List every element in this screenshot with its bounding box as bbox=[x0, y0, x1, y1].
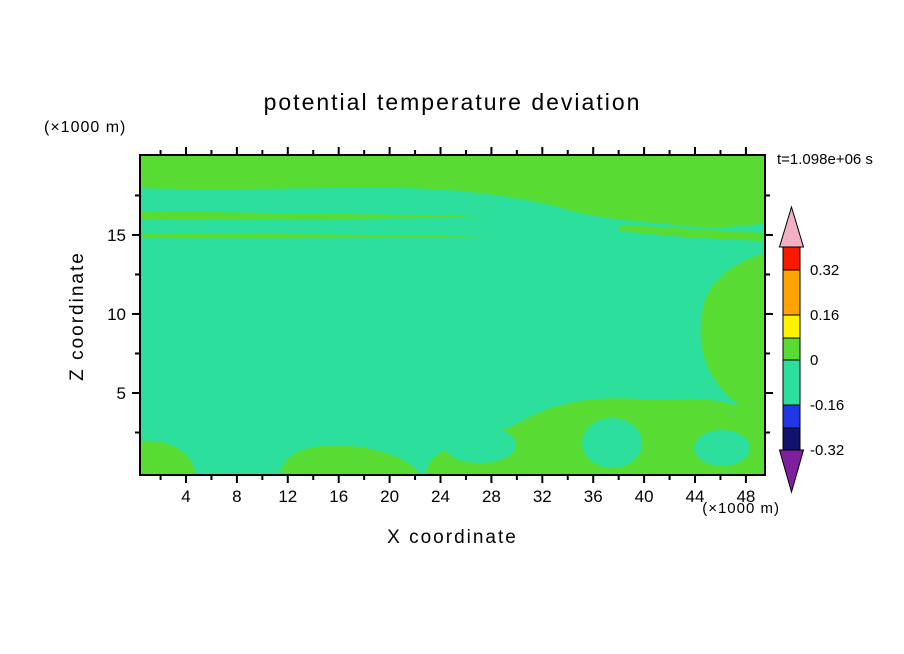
region-right-edge-region bbox=[700, 253, 765, 417]
colorbar-segment-navy bbox=[782, 427, 801, 451]
axis-ticks bbox=[132, 147, 773, 483]
x-axis-unit-label: (×1000 m) bbox=[702, 500, 780, 517]
region-pocket-1 bbox=[444, 427, 516, 463]
colorbar-segment-orange bbox=[782, 269, 801, 316]
x-tick-label: 28 bbox=[482, 487, 501, 506]
z-tick-label: 10 bbox=[107, 305, 126, 324]
x-tick-label: 20 bbox=[380, 487, 399, 506]
colorbar-tick-label: -0.16 bbox=[810, 397, 844, 414]
colorbar-tick-label: 0 bbox=[810, 352, 818, 369]
region-stripe-upper-left bbox=[140, 211, 485, 220]
colorbar-segment-spring_green bbox=[782, 359, 801, 406]
x-tick-label: 48 bbox=[736, 487, 755, 506]
colorbar-tick-label: 0.32 bbox=[810, 262, 839, 279]
region-stripe-right bbox=[620, 225, 765, 241]
region-bottom-center-mound bbox=[280, 445, 420, 475]
x-tick-label: 4 bbox=[181, 487, 190, 506]
x-tick-label: 44 bbox=[686, 487, 705, 506]
colorbar-segment-red bbox=[782, 246, 801, 271]
z-axis-title: Z coordinate bbox=[67, 251, 88, 381]
x-tick-label: 12 bbox=[278, 487, 297, 506]
region-top-band bbox=[140, 155, 765, 228]
x-tick-label: 40 bbox=[635, 487, 654, 506]
colorbar-overflow-arrow-icon bbox=[778, 205, 805, 248]
colorbar-segment-light_green bbox=[782, 337, 801, 361]
x-tick-label: 8 bbox=[232, 487, 241, 506]
colorbar-segment-yellow bbox=[782, 314, 801, 339]
x-axis-title: X coordinate bbox=[387, 527, 518, 548]
x-tick-label: 32 bbox=[533, 487, 552, 506]
x-tick-label: 36 bbox=[584, 487, 603, 506]
x-tick-label: 24 bbox=[431, 487, 450, 506]
time-annotation: t=1.098e+06 s bbox=[777, 151, 873, 168]
colorbar: 0.32 0.16 0 -0.16 -0.32 bbox=[778, 205, 844, 494]
colorbar-segment-blue bbox=[782, 404, 801, 429]
z-tick-label: 15 bbox=[107, 226, 126, 245]
contour-field bbox=[140, 155, 765, 475]
chart-title: potential temperature deviation bbox=[263, 89, 642, 115]
z-tick-label: 5 bbox=[117, 384, 126, 403]
plot-border bbox=[139, 154, 766, 476]
region-bottom-left-blob bbox=[140, 440, 196, 475]
region-stripe-lower-left bbox=[140, 233, 495, 239]
region-pocket-3 bbox=[694, 430, 750, 466]
colorbar-tick-label: 0.16 bbox=[810, 307, 839, 324]
z-axis-unit-label: (×1000 m) bbox=[44, 119, 127, 136]
x-tick-label: 16 bbox=[329, 487, 348, 506]
colorbar-tick-label: -0.32 bbox=[810, 442, 844, 459]
region-pocket-2 bbox=[582, 418, 642, 468]
colorbar-underflow-arrow-icon bbox=[778, 449, 805, 494]
